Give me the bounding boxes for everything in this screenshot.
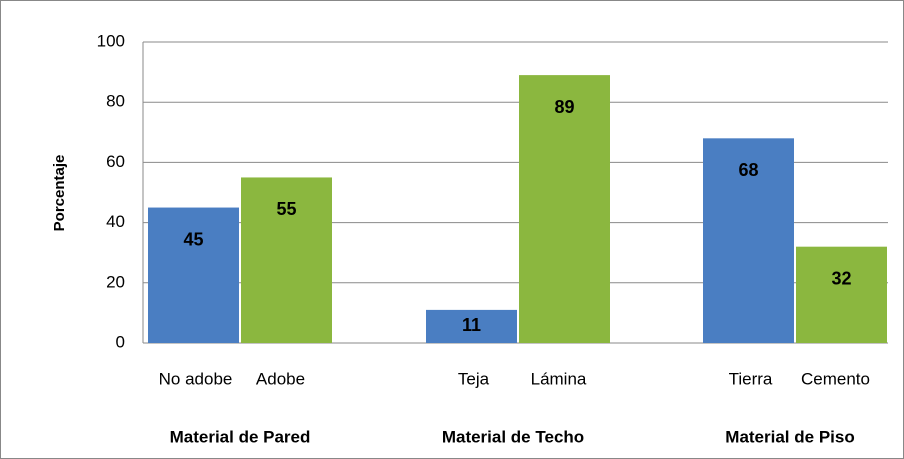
bar <box>703 138 794 343</box>
bar <box>519 75 610 344</box>
y-tick-label: 0 <box>116 332 125 351</box>
x-tick-label: Lámina <box>531 369 587 388</box>
y-tick-label: 40 <box>106 212 125 231</box>
group-label: Material de Techo <box>442 427 584 446</box>
x-tick-label: Adobe <box>256 369 305 388</box>
bar <box>426 309 517 343</box>
value-label: 89 <box>554 97 574 117</box>
x-tick-label: Tierra <box>729 369 773 388</box>
group-label: Material de Pared <box>170 427 311 446</box>
y-tick-label: 100 <box>97 31 125 50</box>
y-tick-label: 80 <box>106 92 125 111</box>
bar <box>148 207 239 343</box>
value-label: 45 <box>183 229 203 249</box>
bar <box>241 177 332 343</box>
value-label: 11 <box>462 315 481 335</box>
group-label: Material de Piso <box>725 427 854 446</box>
y-tick-label: 60 <box>106 152 125 171</box>
bar <box>796 246 887 343</box>
value-label: 55 <box>276 199 296 219</box>
x-tick-label: No adobe <box>159 369 233 388</box>
x-tick-label: Teja <box>458 369 490 388</box>
y-tick-label: 20 <box>106 272 125 291</box>
value-label: 68 <box>738 160 758 180</box>
x-tick-label: Cemento <box>801 369 870 388</box>
y-axis-label: Porcentaje <box>51 155 68 232</box>
value-label: 32 <box>831 268 851 288</box>
